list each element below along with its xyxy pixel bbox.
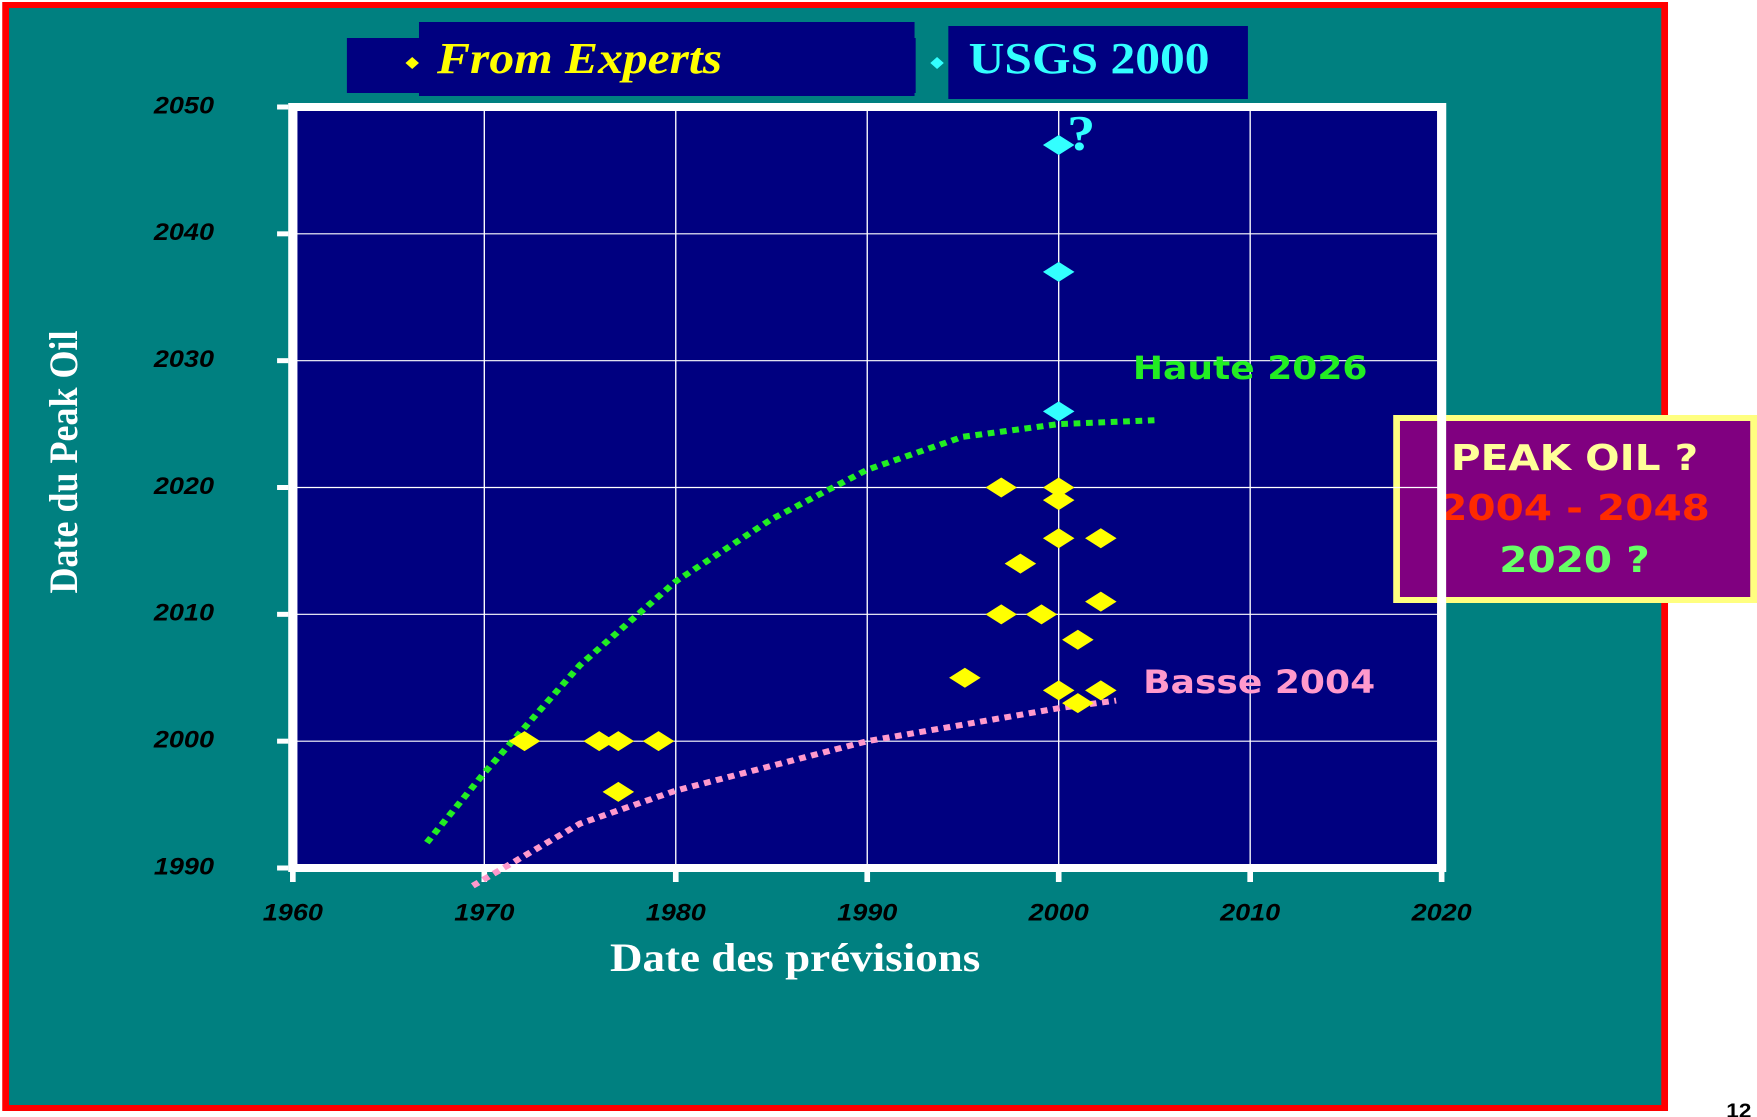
point (1042, 490, 1075, 511)
y-tick-label: 2030 (153, 346, 214, 372)
point (985, 477, 1018, 498)
x-axis-title: Date des prévisions (610, 936, 980, 980)
callout-line: 2004 - 2048 (1439, 487, 1710, 529)
x-tick-label: 2020 (1411, 900, 1472, 926)
y-tick-label: 2040 (153, 220, 214, 246)
point (949, 667, 981, 688)
x-tick-label: 2010 (1219, 900, 1280, 926)
y-tick-label: 2010 (153, 600, 214, 626)
point (985, 604, 1018, 625)
callout-line: 2020 ? (1499, 539, 1649, 581)
point (602, 781, 635, 802)
x-tick-label: 1960 (263, 900, 323, 926)
x-tick-label: 2000 (1028, 900, 1089, 926)
y-axis-title: Date du Peak Oil (42, 331, 86, 594)
x-tick-label: 1980 (646, 900, 706, 926)
point (1004, 553, 1037, 574)
point (583, 731, 615, 752)
point (1042, 401, 1075, 422)
x-tick-label: 1970 (454, 900, 514, 926)
y-tick-label: 2020 (153, 473, 214, 499)
point (642, 731, 675, 752)
y-tick-label: 1990 (154, 854, 214, 880)
legend-marker (930, 57, 944, 69)
point (1062, 693, 1094, 714)
legend-label: From Experts (436, 35, 722, 84)
x-tick-label: 1990 (837, 900, 897, 926)
annotation: ? (1067, 105, 1095, 160)
trend-label: Basse 2004 (1143, 664, 1375, 702)
trend-label: Haute 2026 (1133, 350, 1368, 388)
legend-marker (405, 57, 419, 69)
page-number: 12 (1726, 1099, 1751, 1117)
point (1062, 629, 1094, 650)
y-tick-label: 2050 (153, 93, 214, 119)
point (1042, 528, 1075, 549)
legend-label: USGS 2000 (969, 35, 1210, 84)
point (1042, 680, 1075, 701)
point (1042, 135, 1075, 156)
point (1042, 477, 1075, 498)
legend-box (948, 26, 1248, 99)
legend-box (418, 22, 915, 96)
callout-line: PEAK OIL ? (1451, 437, 1698, 479)
point (602, 731, 635, 752)
callout-box (1393, 415, 1757, 603)
point (1025, 604, 1058, 625)
y-tick-label: 2000 (153, 727, 214, 753)
point (1042, 261, 1075, 282)
point (508, 731, 541, 752)
plot-border (288, 103, 1447, 872)
